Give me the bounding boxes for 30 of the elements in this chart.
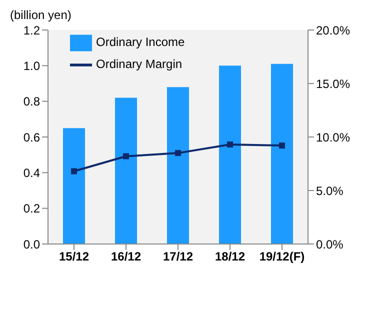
y2-tick-label: 20.0% — [316, 23, 350, 38]
bar — [271, 64, 293, 244]
x-tick-label: 16/12 — [110, 250, 142, 264]
y2-tick-label: 15.0% — [316, 76, 350, 91]
bar — [167, 87, 189, 244]
point — [279, 142, 285, 149]
y-tick-label: 0.2 — [23, 202, 40, 216]
bar — [63, 128, 85, 244]
legend-label: Ordinary Margin — [96, 57, 182, 72]
x-tick-label: 18/12 — [214, 250, 246, 264]
bar — [115, 98, 137, 244]
bar — [219, 66, 241, 244]
y-tick-label: 0.4 — [23, 166, 40, 180]
x-tick-label: 15/12 — [58, 250, 90, 264]
legend-label: Ordinary Income — [96, 35, 185, 50]
point — [123, 153, 129, 160]
point — [227, 141, 233, 148]
y2-tick-label: 5.0% — [316, 184, 344, 198]
x-tick-label: 17/12 — [162, 250, 194, 264]
y-axis-title: (billion yen) — [10, 8, 72, 22]
y2-tick-label: 0.0% — [316, 237, 344, 252]
x-tick-label: 19/12(F) — [259, 250, 305, 264]
y2-tick-label: 10.0% — [316, 130, 350, 144]
y-tick-label: 0.6 — [23, 130, 40, 144]
y-tick-label: 0.0 — [23, 237, 40, 252]
point — [175, 150, 181, 156]
y-tick-label: 1.2 — [23, 23, 40, 38]
y-tick-label: 1.0 — [23, 58, 40, 73]
point — [71, 168, 77, 174]
y-tick-label: 0.8 — [23, 94, 40, 109]
